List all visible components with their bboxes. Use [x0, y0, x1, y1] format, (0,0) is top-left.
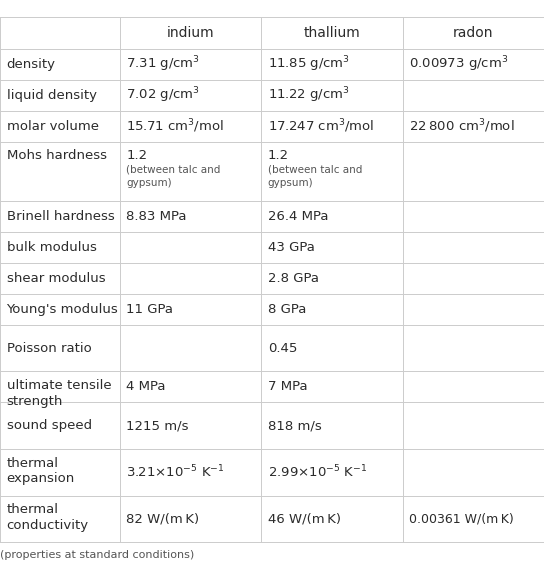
Text: 7 MPa: 7 MPa: [268, 381, 307, 394]
Text: indium: indium: [167, 26, 214, 40]
Text: 1215 m/s: 1215 m/s: [126, 419, 189, 432]
Text: (between talc and: (between talc and: [126, 164, 221, 174]
Text: 1.2: 1.2: [126, 149, 147, 161]
Text: 2.8 GPa: 2.8 GPa: [268, 272, 319, 285]
Text: 7.02 g/cm$^{3}$: 7.02 g/cm$^{3}$: [126, 85, 200, 105]
Text: Mohs hardness: Mohs hardness: [7, 149, 106, 161]
Text: 2.99×10$^{-5}$ K$^{-1}$: 2.99×10$^{-5}$ K$^{-1}$: [268, 464, 367, 480]
Text: 1.2: 1.2: [268, 149, 289, 161]
Text: 8 GPa: 8 GPa: [268, 303, 306, 316]
Text: Poisson ratio: Poisson ratio: [7, 342, 91, 354]
Text: 11.85 g/cm$^{3}$: 11.85 g/cm$^{3}$: [268, 54, 350, 74]
Text: (between talc and: (between talc and: [268, 164, 362, 174]
Text: 0.00361 W/(m K): 0.00361 W/(m K): [409, 512, 514, 525]
Text: sound speed: sound speed: [7, 419, 92, 432]
Text: 7.31 g/cm$^{3}$: 7.31 g/cm$^{3}$: [126, 54, 200, 74]
Text: gypsum): gypsum): [126, 178, 172, 188]
Text: 0.45: 0.45: [268, 342, 297, 354]
Text: 818 m/s: 818 m/s: [268, 419, 322, 432]
Text: radon: radon: [453, 26, 494, 40]
Text: (properties at standard conditions): (properties at standard conditions): [0, 550, 194, 560]
Text: 15.71 cm$^{3}$/mol: 15.71 cm$^{3}$/mol: [126, 117, 224, 135]
Text: bulk modulus: bulk modulus: [7, 241, 96, 254]
Text: Brinell hardness: Brinell hardness: [7, 210, 114, 223]
Text: 82 W/(m K): 82 W/(m K): [126, 512, 199, 525]
Text: thermal: thermal: [7, 456, 58, 470]
Text: 3.21×10$^{-5}$ K$^{-1}$: 3.21×10$^{-5}$ K$^{-1}$: [126, 464, 225, 480]
Text: thermal: thermal: [7, 503, 58, 516]
Text: 17.247 cm$^{3}$/mol: 17.247 cm$^{3}$/mol: [268, 117, 374, 135]
Text: 11.22 g/cm$^{3}$: 11.22 g/cm$^{3}$: [268, 85, 349, 105]
Text: shear modulus: shear modulus: [7, 272, 105, 285]
Text: strength: strength: [7, 395, 63, 408]
Text: 43 GPa: 43 GPa: [268, 241, 314, 254]
Text: 46 W/(m K): 46 W/(m K): [268, 512, 341, 525]
Text: density: density: [7, 58, 56, 71]
Text: gypsum): gypsum): [268, 178, 313, 188]
Text: conductivity: conductivity: [7, 519, 89, 532]
Text: 11 GPa: 11 GPa: [126, 303, 173, 316]
Text: 4 MPa: 4 MPa: [126, 381, 166, 394]
Text: 0.00973 g/cm$^{3}$: 0.00973 g/cm$^{3}$: [409, 54, 508, 74]
Text: liquid density: liquid density: [7, 89, 96, 101]
Text: expansion: expansion: [7, 472, 75, 486]
Text: 8.83 MPa: 8.83 MPa: [126, 210, 187, 223]
Text: thallium: thallium: [304, 26, 360, 40]
Text: molar volume: molar volume: [7, 120, 99, 133]
Text: 26.4 MPa: 26.4 MPa: [268, 210, 328, 223]
Text: Young's modulus: Young's modulus: [7, 303, 118, 316]
Text: ultimate tensile: ultimate tensile: [7, 379, 111, 392]
Text: 22 800 cm$^{3}$/mol: 22 800 cm$^{3}$/mol: [409, 117, 515, 135]
